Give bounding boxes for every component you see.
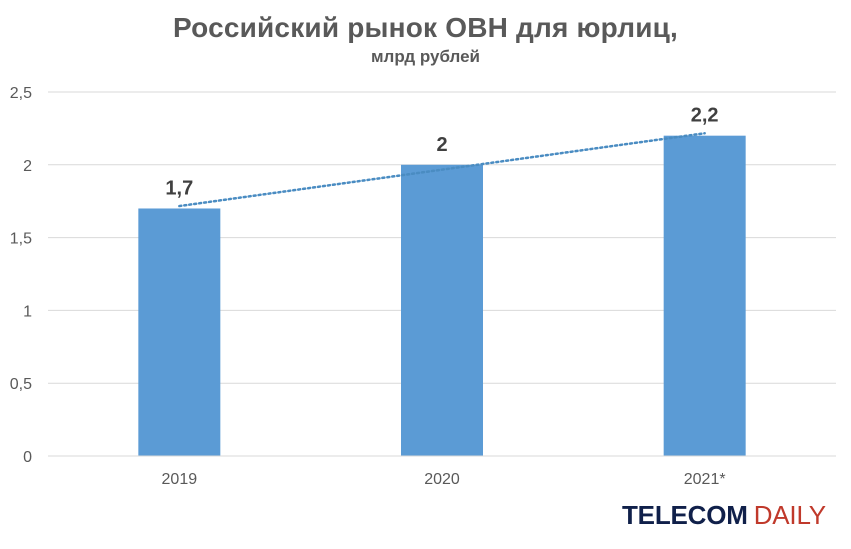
- trendline-line: [178, 132, 706, 208]
- y-tick-label: 2: [23, 158, 32, 175]
- y-tick-label: 2,5: [10, 85, 32, 102]
- y-tick-label: 0,5: [10, 376, 32, 393]
- trendline: [178, 132, 706, 208]
- bars: [138, 135, 746, 457]
- bar: [138, 208, 221, 456]
- telecom-daily-logo: TELECOM DAILY: [622, 500, 826, 531]
- y-axis: 0 0,5 1 1,5 2 2,5: [10, 85, 32, 466]
- brand-part2: DAILY: [753, 500, 826, 530]
- data-label: 2,2: [691, 105, 719, 127]
- y-tick-label: 1: [23, 303, 32, 320]
- chart-title: Российский рынок ОВН для юрлиц,: [172, 12, 679, 43]
- bar: [401, 164, 483, 457]
- brand-part1: TELECOM: [622, 500, 748, 530]
- y-tick-label: 1,5: [10, 231, 32, 248]
- x-axis: 2019 2020 2021*: [48, 455, 836, 488]
- x-tick-label: 2021*: [684, 471, 726, 488]
- data-label: 2: [436, 134, 447, 156]
- y-tick-label: 0: [23, 449, 32, 466]
- chart-subtitle: млрд рублей: [370, 47, 481, 66]
- bar: [663, 135, 746, 456]
- data-labels: 1,7 2 2,2: [165, 105, 718, 200]
- x-tick-label: 2020: [424, 471, 460, 488]
- x-tick-label: 2019: [162, 471, 198, 488]
- data-label: 1,7: [165, 177, 193, 199]
